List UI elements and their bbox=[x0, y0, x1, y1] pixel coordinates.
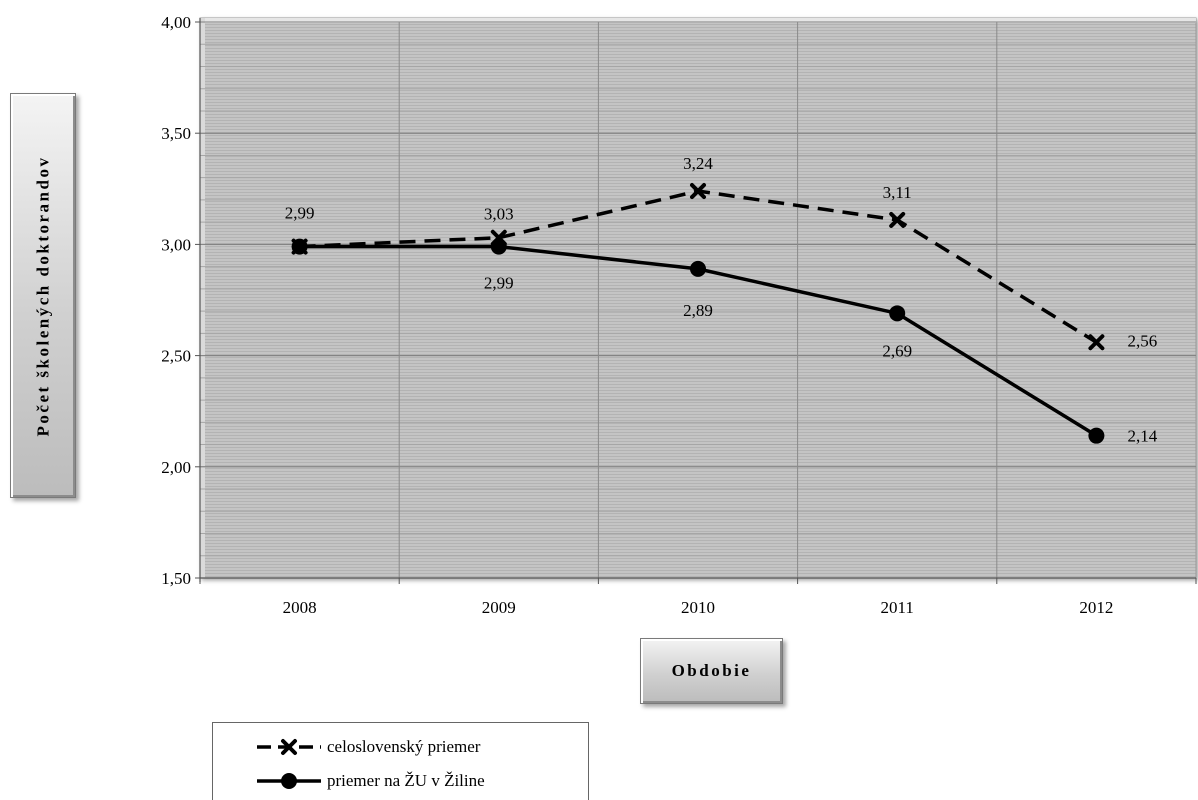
data-point-national bbox=[889, 211, 906, 228]
x-tick-label: 2010 bbox=[681, 598, 715, 617]
legend: celoslovenský priemer priemer na ŽU v Ži… bbox=[212, 722, 589, 800]
y-tick-label: 1,50 bbox=[161, 569, 191, 588]
y-axis-title: Počet školených doktorandov bbox=[10, 93, 76, 498]
data-label-zu: 2,69 bbox=[882, 341, 912, 360]
x-axis-title: Obdobie bbox=[640, 638, 783, 704]
data-point-national bbox=[291, 238, 308, 255]
legend-item-zu: priemer na ŽU v Žiline bbox=[213, 765, 485, 797]
data-label-zu: 2,89 bbox=[683, 301, 713, 320]
legend-item-national: celoslovenský priemer bbox=[213, 731, 480, 763]
data-label-national: 3,11 bbox=[883, 183, 912, 202]
dashed-x-marker-icon bbox=[257, 739, 321, 755]
y-tick-label: 4,00 bbox=[161, 13, 191, 32]
data-point-national bbox=[690, 183, 706, 200]
x-axis-title-text: Obdobie bbox=[671, 661, 752, 680]
x-tick-label: 2011 bbox=[881, 598, 914, 617]
data-label-national: 2,56 bbox=[1128, 331, 1158, 350]
legend-label-national: celoslovenský priemer bbox=[327, 737, 481, 756]
data-label-zu: 2,14 bbox=[1128, 427, 1158, 446]
solid-circle-marker-icon bbox=[257, 773, 321, 789]
data-point-zu bbox=[889, 305, 906, 322]
data-label-national: 2,99 bbox=[285, 204, 315, 223]
data-point-national bbox=[490, 229, 507, 246]
y-tick-label: 3,00 bbox=[161, 235, 191, 254]
data-point-zu bbox=[690, 260, 706, 277]
data-label-national: 3,24 bbox=[683, 154, 713, 173]
x-tick-label: 2008 bbox=[283, 598, 317, 617]
x-tick-label: 2012 bbox=[1079, 598, 1113, 617]
plot-top-bevel bbox=[200, 18, 1196, 23]
data-point-zu bbox=[1088, 427, 1105, 444]
plot-left-bevel bbox=[200, 18, 205, 578]
y-tick-label: 3,50 bbox=[161, 124, 191, 143]
data-label-national: 3,03 bbox=[484, 205, 514, 224]
x-tick-label: 2009 bbox=[482, 598, 516, 617]
y-tick-label: 2,50 bbox=[161, 347, 191, 366]
plot-area bbox=[199, 17, 1197, 579]
legend-label-zu: priemer na ŽU v Žiline bbox=[327, 771, 485, 790]
y-axis-title-text: Počet školených doktorandov bbox=[33, 155, 52, 436]
data-point-national bbox=[1088, 334, 1105, 351]
line-chart: 1,50 2,00 2,50 3,00 3,50 4,00 2008 2009 2010 2011… bbox=[161, 13, 1197, 617]
y-tick-label: 2,00 bbox=[161, 458, 191, 477]
data-label-zu: 2,99 bbox=[484, 274, 514, 293]
